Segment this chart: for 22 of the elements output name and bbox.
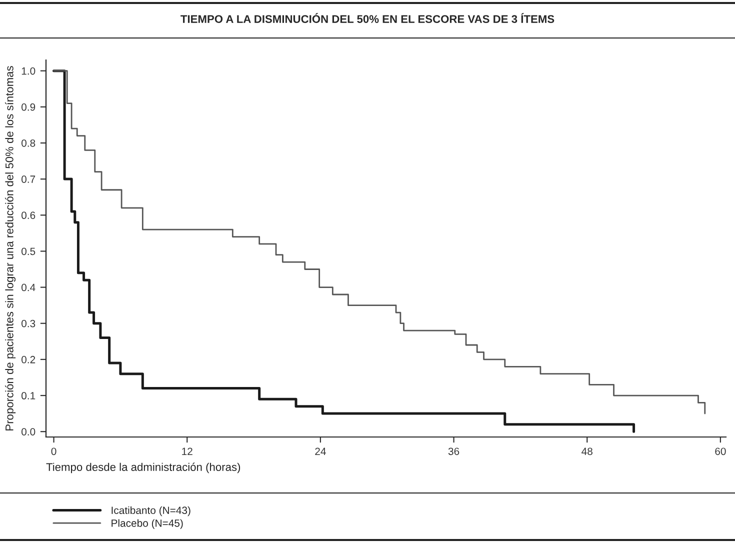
x-tick-label: 60 xyxy=(715,448,726,456)
x-tick-label: 12 xyxy=(182,448,192,455)
y-tick-label: 0.2 xyxy=(22,356,36,364)
x-tick-label: 24 xyxy=(315,448,326,455)
y-tick-label: 0.3 xyxy=(22,320,36,328)
y-tick-label: 0.5 xyxy=(22,248,36,256)
y-tick-label: 0.6 xyxy=(22,212,36,220)
x-tick-label: 36 xyxy=(448,448,460,456)
y-tick-label: 0.7 xyxy=(22,176,36,183)
legend-label: Icatibanto (N=43) xyxy=(112,506,190,516)
x-axis-title: Tiempo desde la administración (horas) xyxy=(46,462,240,474)
y-tick-label: 0.9 xyxy=(22,103,36,111)
x-tick-label: 0 xyxy=(51,448,56,456)
y-tick-label: 0.0 xyxy=(22,428,36,436)
y-tick-label: 1.0 xyxy=(22,67,36,75)
y-tick-label: 0.4 xyxy=(22,284,36,292)
x-tick-label: 48 xyxy=(582,448,592,456)
y-tick-label: 0.8 xyxy=(22,139,36,147)
chart-title: TIEMPO A LA DISMINUCIÓN DEL 50% EN EL ESCORE VAS DE 3 ÍTEMS xyxy=(180,13,554,23)
y-axis-title: Proporción de pacientes sin lograr una reducción del 50% de los síntomas xyxy=(5,66,16,430)
legend-label: Placebo (N=45) xyxy=(112,519,183,529)
y-tick-label: 0.1 xyxy=(22,392,36,400)
